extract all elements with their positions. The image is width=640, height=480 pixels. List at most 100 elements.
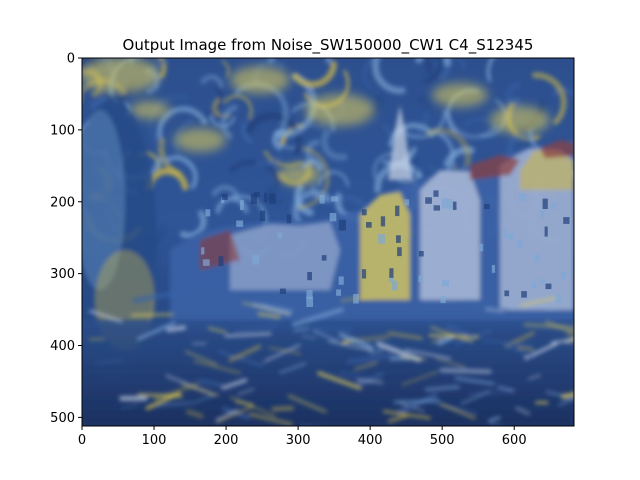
window-mark bbox=[361, 209, 367, 216]
water-stroke bbox=[488, 420, 503, 426]
window-mark bbox=[440, 295, 446, 304]
sky-stroke bbox=[382, 112, 429, 141]
window-mark bbox=[321, 255, 327, 261]
window-mark bbox=[518, 193, 526, 202]
water-stroke bbox=[393, 399, 441, 404]
y-tick-label: 100 bbox=[50, 123, 75, 138]
water-stroke bbox=[185, 350, 217, 366]
window-mark bbox=[221, 194, 228, 200]
sky-stroke bbox=[295, 146, 330, 210]
water-stroke bbox=[346, 354, 392, 364]
window-mark bbox=[277, 232, 283, 239]
water-stroke bbox=[252, 302, 292, 316]
x-tick-label: 400 bbox=[358, 433, 383, 448]
sky-stroke bbox=[372, 152, 396, 180]
window-mark bbox=[521, 291, 527, 298]
sky-stroke bbox=[320, 129, 348, 161]
window-mark bbox=[254, 191, 260, 197]
water-stroke bbox=[440, 403, 476, 420]
window-mark bbox=[306, 296, 314, 307]
window-mark bbox=[306, 290, 313, 300]
window-mark bbox=[479, 243, 484, 252]
water-stroke bbox=[181, 382, 218, 397]
water-stroke bbox=[497, 385, 515, 392]
water-stroke bbox=[488, 416, 501, 423]
water-stroke bbox=[520, 296, 557, 307]
window-mark bbox=[286, 214, 292, 224]
sky-yellow-patches bbox=[82, 58, 550, 185]
water-stroke bbox=[354, 362, 378, 371]
window-mark bbox=[361, 269, 367, 279]
water-stroke bbox=[338, 370, 373, 382]
stylized-townscape-image bbox=[82, 58, 574, 426]
sky-stroke bbox=[223, 94, 253, 120]
window-mark bbox=[218, 256, 224, 267]
water-stroke bbox=[523, 322, 574, 330]
water-stroke bbox=[425, 385, 460, 392]
water-stroke bbox=[404, 348, 452, 360]
x-tick-label: 100 bbox=[142, 433, 167, 448]
window-mark bbox=[540, 209, 545, 218]
water-stroke bbox=[197, 378, 223, 388]
water-stroke bbox=[88, 337, 106, 341]
sky-stroke bbox=[552, 87, 574, 97]
window-mark bbox=[388, 276, 394, 283]
water-stroke bbox=[387, 413, 409, 424]
window-mark bbox=[269, 193, 276, 204]
window-mark bbox=[279, 288, 286, 294]
window-mark bbox=[433, 205, 440, 211]
sky-stroke bbox=[372, 58, 406, 94]
axes-frame bbox=[81, 57, 575, 427]
sky-stroke bbox=[446, 110, 498, 139]
window-mark bbox=[201, 247, 205, 255]
sky-stroke bbox=[164, 155, 198, 190]
window-mark bbox=[389, 268, 394, 278]
window-mark bbox=[539, 278, 545, 284]
sky-yellow-patch bbox=[490, 106, 550, 134]
water-stroke bbox=[264, 344, 301, 363]
x-tick-label: 500 bbox=[430, 433, 455, 448]
window-mark bbox=[319, 195, 325, 204]
water-stroke bbox=[504, 343, 535, 359]
sky-stroke bbox=[531, 72, 567, 125]
window-mark bbox=[516, 239, 523, 249]
window-mark bbox=[531, 281, 537, 288]
window-mark bbox=[380, 216, 386, 227]
sky-stroke bbox=[337, 195, 367, 209]
sky-stroke bbox=[397, 173, 421, 185]
window-mark bbox=[329, 213, 337, 222]
window-mark bbox=[252, 255, 260, 265]
window-mark bbox=[378, 233, 385, 244]
window-mark bbox=[260, 210, 266, 222]
water-stroke bbox=[260, 303, 294, 313]
water-stroke bbox=[234, 324, 277, 332]
window-mark bbox=[264, 192, 268, 202]
water-stroke bbox=[517, 346, 535, 351]
water-stroke bbox=[550, 338, 574, 345]
water-stroke bbox=[464, 302, 508, 313]
water-stroke bbox=[317, 371, 362, 390]
y-tick-label: 300 bbox=[50, 267, 75, 282]
y-tick-label: 200 bbox=[50, 195, 75, 210]
water-stroke bbox=[431, 337, 443, 344]
water-stroke bbox=[271, 405, 295, 412]
sky-stroke bbox=[439, 58, 451, 80]
window-mark bbox=[397, 247, 402, 257]
window-mark bbox=[418, 251, 424, 257]
x-tick-label: 600 bbox=[502, 433, 527, 448]
chart-title: Output Image from Noise_SW150000_CW1 C4_… bbox=[123, 36, 534, 55]
sky-stroke bbox=[506, 132, 532, 157]
water-stroke bbox=[558, 397, 574, 406]
window-mark bbox=[545, 283, 552, 290]
sky-stroke bbox=[292, 61, 337, 88]
window-mark bbox=[395, 205, 400, 217]
water-stroke bbox=[527, 374, 541, 380]
window-mark bbox=[425, 197, 432, 204]
water-stroke bbox=[279, 362, 307, 375]
window-mark bbox=[491, 265, 496, 273]
window-mark bbox=[433, 190, 439, 197]
water-stroke bbox=[137, 393, 183, 398]
sky-yellow-patch bbox=[305, 94, 375, 126]
water-stroke bbox=[401, 370, 439, 386]
